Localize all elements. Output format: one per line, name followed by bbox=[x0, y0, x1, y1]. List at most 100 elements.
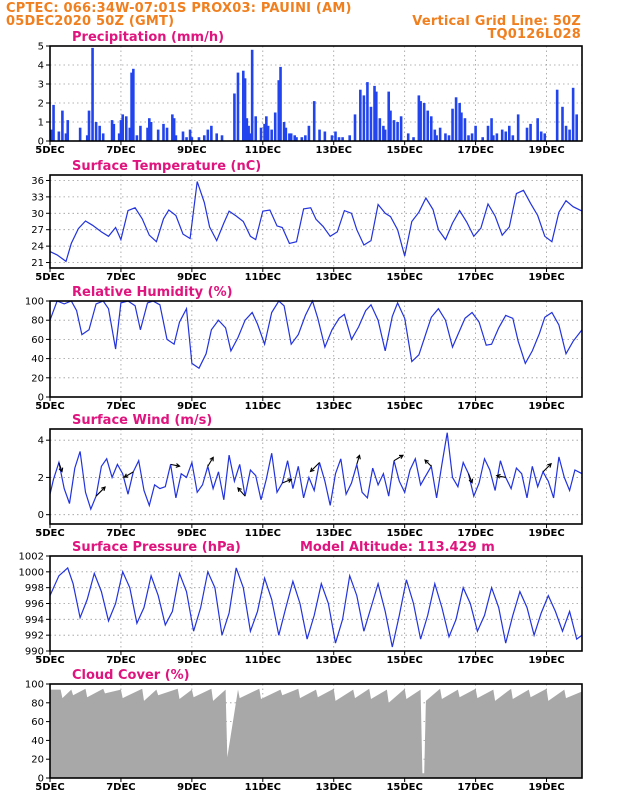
precip-bar bbox=[474, 125, 477, 141]
precip-bar bbox=[101, 133, 105, 141]
x-tick-label: 13DEC bbox=[316, 145, 352, 156]
precip-bar bbox=[112, 123, 116, 141]
x-tick-label: 17DEC bbox=[457, 782, 493, 793]
precip-bar bbox=[412, 137, 415, 141]
wind-arrow-head bbox=[287, 478, 293, 483]
precip-bar bbox=[543, 133, 547, 141]
y-tick-label: 20 bbox=[31, 755, 44, 766]
x-tick-label: 19DEC bbox=[528, 528, 564, 539]
precip-bar bbox=[265, 116, 268, 141]
x-tick-label: 7DEC bbox=[106, 145, 135, 156]
precip-bar bbox=[139, 125, 142, 141]
x-tick-label: 9DEC bbox=[177, 528, 206, 539]
precip-bar bbox=[110, 120, 114, 141]
wind-arrow-shaft bbox=[424, 459, 432, 467]
precip-bar bbox=[135, 135, 139, 141]
x-tick-label: 15DEC bbox=[386, 528, 422, 539]
y-tick-label: 20 bbox=[31, 373, 44, 384]
precip-bar bbox=[374, 91, 378, 141]
wind-arrow-head bbox=[398, 454, 404, 459]
precip-bar bbox=[124, 116, 128, 141]
y-tick-label: 60 bbox=[31, 717, 44, 728]
x-tick-label: 19DEC bbox=[528, 272, 564, 283]
pressure-panel: 990 992 994 996 998 1000 1002 5DEC 7DEC 9DEC 11DEC… bbox=[19, 540, 583, 666]
precip-bar bbox=[279, 66, 282, 141]
precip-bar bbox=[94, 122, 98, 141]
precip-bar bbox=[353, 114, 357, 141]
series-line bbox=[49, 299, 583, 370]
series-line bbox=[49, 566, 583, 648]
y-tick-label: 24 bbox=[31, 242, 44, 253]
precip-bar bbox=[249, 133, 252, 141]
precip-bar bbox=[241, 70, 245, 141]
precip-bar bbox=[215, 133, 218, 141]
y-tick-label: 30 bbox=[31, 209, 44, 220]
x-tick-label: 17DEC bbox=[457, 272, 493, 283]
precip-bar bbox=[270, 129, 273, 141]
x-tick-label: 17DEC bbox=[457, 528, 493, 539]
x-tick-label: 15DEC bbox=[386, 145, 422, 156]
y-tick-label: 21 bbox=[31, 258, 44, 269]
wind-arrow-shaft bbox=[393, 454, 404, 462]
x-tick-label: 7DEC bbox=[106, 528, 135, 539]
x-tick-label: 7DEC bbox=[106, 272, 135, 283]
wind-panel: 0 2 4 5DEC 7DEC 9DEC 11DEC 13DEC 15DEC 17DEC 19DEC… bbox=[35, 413, 583, 539]
precip-bar bbox=[392, 120, 396, 141]
wind-arrow-head bbox=[309, 467, 315, 473]
panel-title: Surface Pressure (hPa) bbox=[72, 540, 241, 555]
y-tick-label: 36 bbox=[31, 176, 44, 187]
x-tick-label: 9DEC bbox=[177, 655, 206, 666]
precip-bar bbox=[337, 137, 341, 141]
wind-arrow-shaft bbox=[542, 463, 552, 473]
wind-arrow-shaft bbox=[124, 471, 134, 478]
x-tick-label: 11DEC bbox=[245, 782, 281, 793]
panel-title: Relative Humidity (%) bbox=[72, 285, 233, 300]
y-tick-label: 992 bbox=[25, 631, 44, 642]
x-tick-label: 15DEC bbox=[386, 782, 422, 793]
x-tick-label: 15DEC bbox=[386, 272, 422, 283]
panel-frame bbox=[49, 174, 583, 269]
x-tick-label: 17DEC bbox=[457, 145, 493, 156]
y-tick-label: 0 bbox=[38, 510, 44, 521]
wind-arrow-shaft bbox=[237, 487, 246, 497]
precip-bar bbox=[98, 125, 101, 141]
precip-bar bbox=[362, 95, 366, 141]
precip-bar bbox=[128, 127, 132, 141]
x-tick-label: 5DEC bbox=[35, 145, 64, 156]
precip-bar bbox=[288, 133, 291, 141]
precip-bar bbox=[447, 135, 451, 141]
precip-bar bbox=[117, 133, 121, 141]
precip-bar bbox=[571, 87, 575, 141]
precip-bar bbox=[243, 78, 247, 141]
precip-bar bbox=[500, 129, 504, 141]
x-tick-label: 17DEC bbox=[457, 401, 493, 412]
precip-bar bbox=[511, 135, 515, 141]
wind-arrow-head bbox=[424, 459, 429, 464]
x-tick-label: 13DEC bbox=[316, 272, 352, 283]
y-tick-label: 80 bbox=[31, 316, 44, 327]
x-tick-label: 9DEC bbox=[177, 145, 206, 156]
precip-bar bbox=[417, 95, 421, 141]
precip-bar bbox=[66, 120, 70, 141]
precip-bar bbox=[121, 114, 125, 141]
x-tick-label: 17DEC bbox=[457, 655, 493, 666]
y-tick-label: 0 bbox=[38, 137, 44, 148]
precip-bar bbox=[50, 129, 54, 141]
x-tick-label: 7DEC bbox=[106, 401, 135, 412]
precip-bar bbox=[165, 127, 169, 141]
precip-bar bbox=[148, 118, 151, 141]
y-tick-label: 0 bbox=[38, 774, 44, 785]
y-tick-label: 1002 bbox=[19, 552, 44, 563]
precip-bar bbox=[422, 103, 426, 141]
precip-bar bbox=[467, 135, 470, 141]
x-tick-label: 15DEC bbox=[386, 401, 422, 412]
x-tick-label: 5DEC bbox=[35, 782, 64, 793]
precip-bar bbox=[119, 120, 123, 141]
precip-bar bbox=[300, 137, 304, 141]
precip-bar bbox=[529, 123, 532, 141]
precip-bar bbox=[250, 49, 254, 141]
wind-arrow-head bbox=[356, 454, 361, 460]
precip-bar bbox=[470, 133, 474, 141]
precip-bar bbox=[330, 135, 334, 141]
